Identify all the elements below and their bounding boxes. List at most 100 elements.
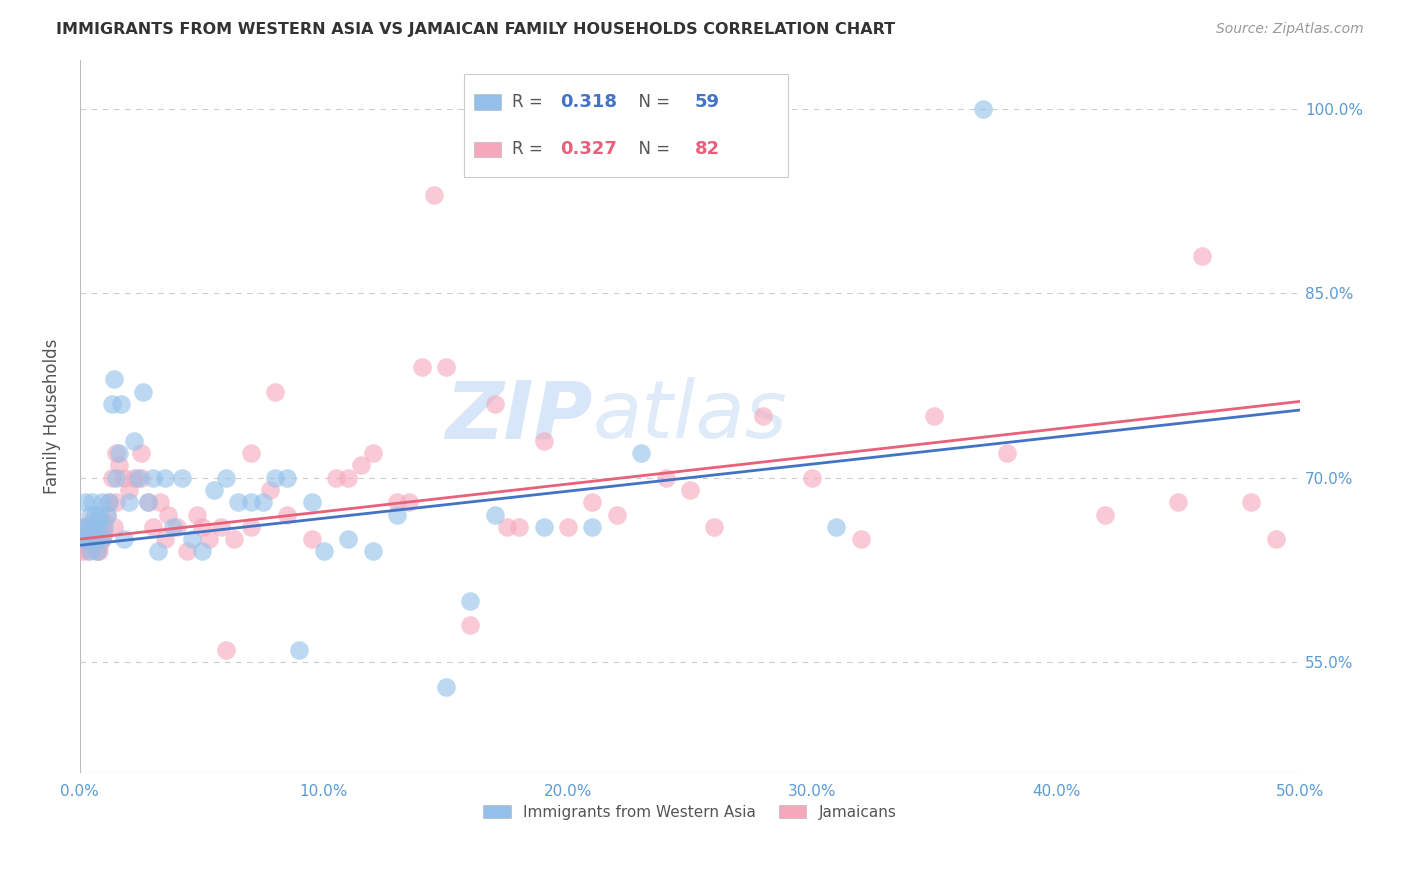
- Point: [76, 544, 98, 558]
- Point: [90, 532, 112, 546]
- Point: [239, 446, 262, 460]
- Point: [122, 434, 145, 448]
- Point: [239, 495, 262, 509]
- Point: [83, 520, 105, 534]
- Point: [108, 446, 131, 460]
- Point: [98, 495, 121, 509]
- Point: [484, 508, 506, 522]
- Point: [228, 495, 250, 509]
- Point: [276, 470, 298, 484]
- Point: [337, 532, 360, 546]
- Point: [825, 520, 848, 534]
- Point: [654, 470, 676, 484]
- Point: [149, 495, 172, 509]
- Point: [105, 470, 128, 484]
- Point: [89, 508, 111, 522]
- Text: R =: R =: [512, 93, 548, 111]
- Point: [86, 544, 108, 558]
- Point: [80, 514, 103, 528]
- Text: IMMIGRANTS FROM WESTERN ASIA VS JAMAICAN FAMILY HOUSEHOLDS CORRELATION CHART: IMMIGRANTS FROM WESTERN ASIA VS JAMAICAN…: [56, 22, 896, 37]
- Point: [79, 544, 101, 558]
- Point: [202, 483, 225, 497]
- Point: [96, 508, 118, 522]
- Point: [127, 470, 149, 484]
- Point: [508, 520, 530, 534]
- Point: [679, 483, 702, 497]
- Point: [136, 495, 159, 509]
- Point: [156, 508, 179, 522]
- Point: [76, 526, 98, 541]
- Point: [460, 618, 482, 632]
- Point: [83, 532, 105, 546]
- Point: [72, 532, 94, 546]
- Point: [703, 520, 725, 534]
- Point: [434, 359, 457, 374]
- Point: [1191, 249, 1213, 263]
- Point: [215, 470, 238, 484]
- Point: [460, 593, 482, 607]
- Point: [222, 532, 245, 546]
- Point: [849, 532, 872, 546]
- Point: [1240, 495, 1263, 509]
- Point: [142, 470, 165, 484]
- Point: [86, 544, 108, 558]
- Point: [103, 520, 125, 534]
- Point: [276, 508, 298, 522]
- Text: R =: R =: [512, 140, 548, 159]
- Point: [172, 470, 194, 484]
- Point: [118, 495, 141, 509]
- Point: [73, 538, 96, 552]
- Point: [86, 520, 108, 534]
- Point: [83, 532, 105, 546]
- Point: [110, 397, 132, 411]
- Point: [118, 483, 141, 497]
- Y-axis label: Family Households: Family Households: [44, 338, 60, 494]
- Point: [86, 514, 108, 528]
- Point: [288, 642, 311, 657]
- Point: [606, 508, 628, 522]
- Text: 0.318: 0.318: [561, 93, 617, 111]
- Point: [312, 544, 335, 558]
- Point: [215, 642, 238, 657]
- Point: [83, 508, 105, 522]
- Point: [112, 470, 135, 484]
- Point: [1094, 508, 1116, 522]
- Point: [972, 102, 994, 116]
- Point: [264, 470, 287, 484]
- Point: [136, 495, 159, 509]
- Legend: Immigrants from Western Asia, Jamaicans: Immigrants from Western Asia, Jamaicans: [477, 798, 903, 826]
- Point: [1264, 532, 1286, 546]
- Point: [325, 470, 347, 484]
- Point: [93, 514, 115, 528]
- Point: [105, 495, 128, 509]
- Point: [96, 508, 118, 522]
- Point: [264, 384, 287, 399]
- Text: N =: N =: [627, 140, 675, 159]
- Point: [191, 520, 214, 534]
- Point: [209, 520, 232, 534]
- Point: [103, 372, 125, 386]
- Point: [411, 359, 433, 374]
- Point: [252, 495, 274, 509]
- Point: [1167, 495, 1189, 509]
- Point: [100, 397, 122, 411]
- Point: [89, 514, 111, 528]
- Point: [105, 446, 128, 460]
- Point: [385, 495, 408, 509]
- Point: [349, 458, 371, 473]
- FancyBboxPatch shape: [464, 74, 787, 178]
- Point: [186, 508, 208, 522]
- Point: [79, 520, 101, 534]
- Point: [533, 520, 555, 534]
- Text: 82: 82: [695, 140, 720, 159]
- Point: [422, 187, 444, 202]
- Point: [361, 446, 384, 460]
- Point: [922, 409, 945, 424]
- Point: [800, 470, 823, 484]
- Point: [239, 520, 262, 534]
- Point: [73, 495, 96, 509]
- Point: [581, 495, 603, 509]
- Point: [162, 520, 184, 534]
- Point: [129, 446, 152, 460]
- Point: [146, 544, 169, 558]
